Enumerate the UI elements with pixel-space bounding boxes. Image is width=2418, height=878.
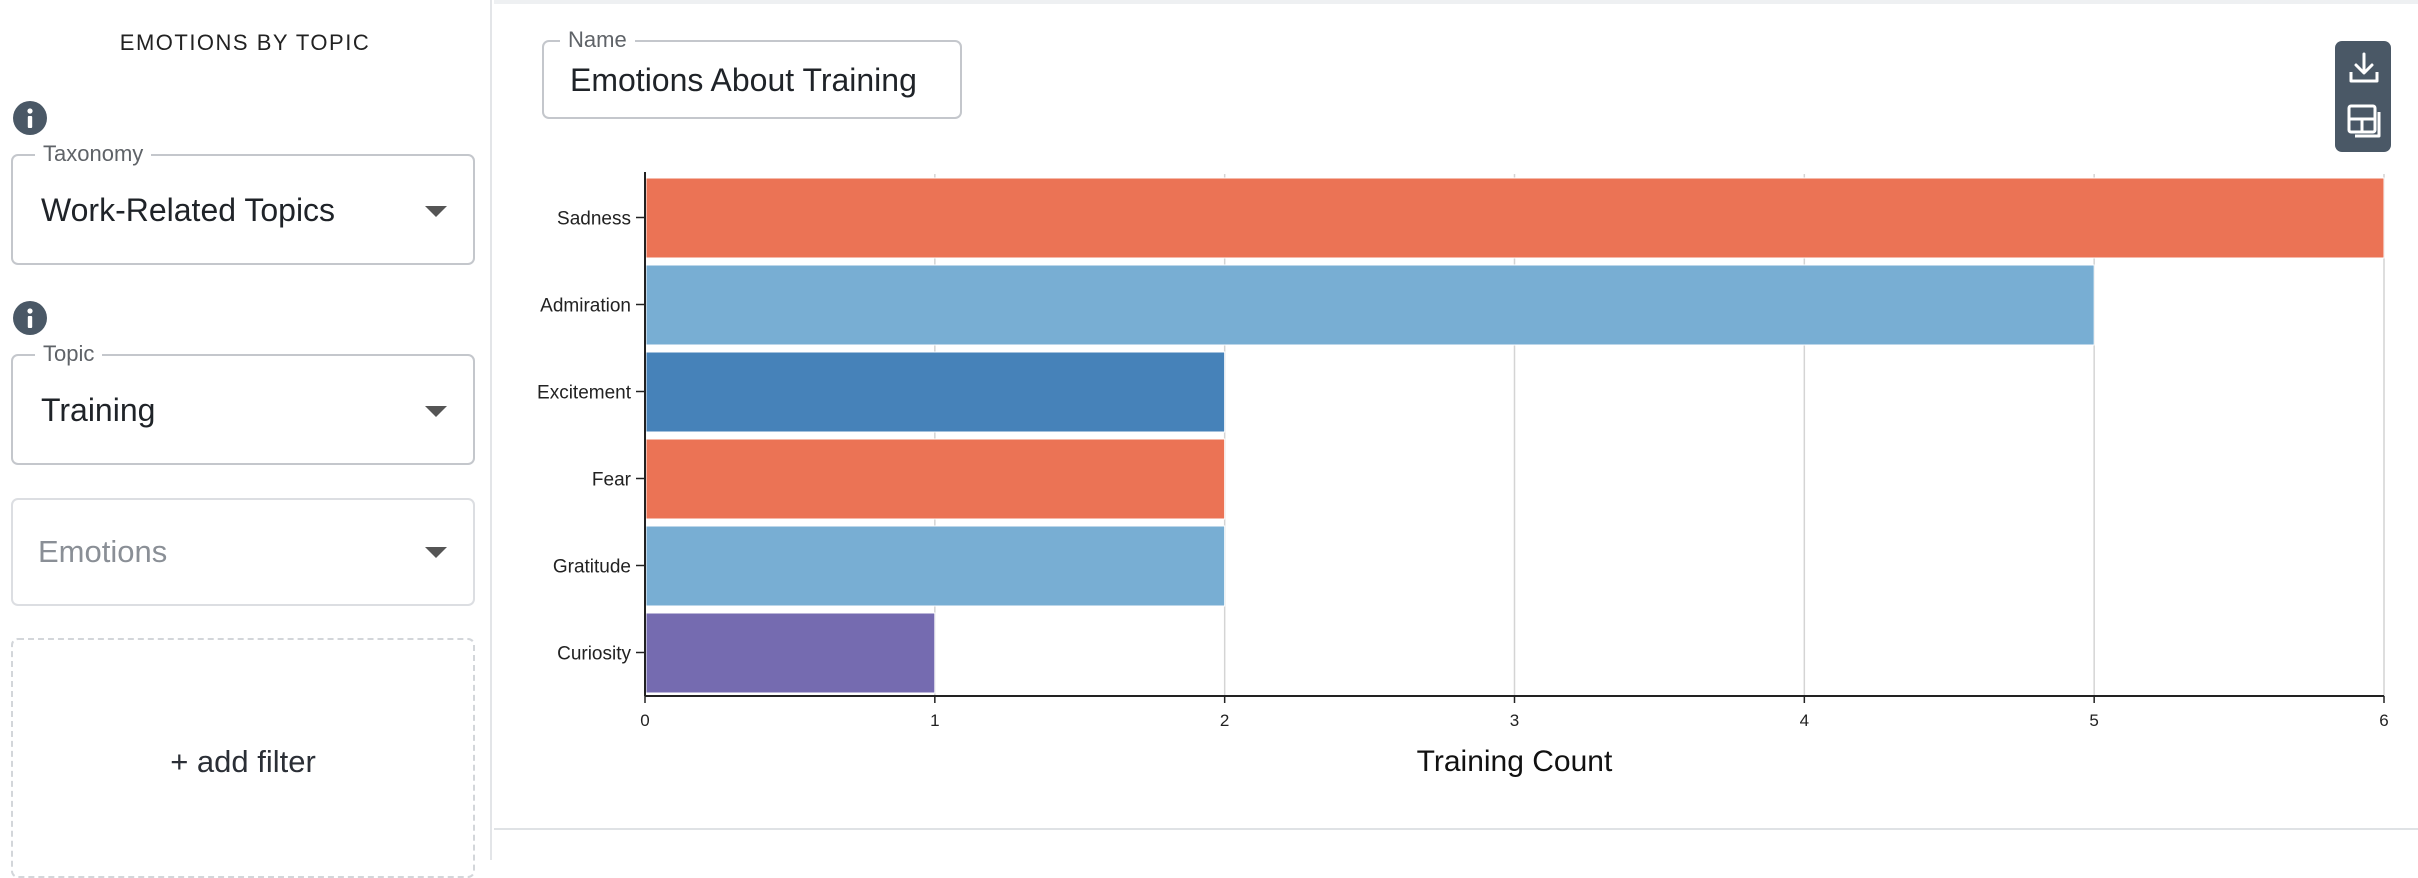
grid: [934, 174, 2385, 696]
x-tick-label: 3: [1510, 711, 1519, 730]
axes: 0 1 2 3 4 5 6 Sadness Admiration Excitement Fear Gr…: [537, 172, 2389, 730]
topic-legend: Topic: [35, 340, 103, 368]
taxonomy-legend: Taxonomy: [35, 140, 152, 168]
top-divider: [494, 0, 2418, 4]
x-tick-label: 5: [2089, 711, 2098, 730]
bar-chart: 0 1 2 3 4 5 6 Sadness Admiration Excitement Fear Gr…: [537, 172, 2389, 778]
chevron-down-icon: [425, 547, 447, 558]
name-legend: Name: [560, 26, 635, 54]
category-label: Fear: [592, 470, 632, 491]
topic-select[interactable]: Topic Training: [11, 340, 475, 465]
emotions-placeholder: Emotions: [38, 534, 168, 569]
add-filter-button[interactable]: + add filter: [11, 638, 475, 878]
x-tick-label: 0: [640, 711, 649, 730]
layout-icon[interactable]: [2346, 103, 2382, 139]
x-tick-label: 6: [2379, 711, 2388, 730]
chevron-down-icon: [425, 406, 447, 417]
emotions-select[interactable]: Emotions: [11, 498, 475, 606]
add-filter-label: + add filter: [170, 744, 316, 779]
taxonomy-select[interactable]: Taxonomy Work-Related Topics: [11, 140, 475, 265]
category-label: Curiosity: [557, 644, 631, 665]
x-tick-label: 4: [1800, 711, 1809, 730]
main-panel: Name Emotions About Training 0 1 2 3 4 5 6 Sadn…: [494, 0, 2418, 860]
chevron-down-icon: [425, 206, 447, 217]
x-tick-label: 1: [930, 711, 939, 730]
bar-fear: [645, 438, 1226, 520]
chart-toolbar: [2335, 41, 2391, 152]
category-label: Admiration: [540, 296, 631, 317]
name-value: Emotions About Training: [570, 62, 917, 98]
taxonomy-value: Work-Related Topics: [41, 192, 336, 228]
x-axis-title: Training Count: [1417, 745, 1613, 778]
bars: [645, 177, 2385, 694]
category-label: Gratitude: [553, 557, 631, 578]
category-label: Excitement: [537, 383, 632, 404]
sidebar: EMOTIONS BY TOPIC Taxonomy Work-Related …: [0, 0, 492, 878]
bar-admiration: [645, 264, 2095, 346]
category-label: Sadness: [557, 209, 631, 230]
bar-excitement: [645, 351, 1226, 433]
bar-gratitude: [645, 525, 1226, 607]
bar-curiosity: [645, 612, 936, 694]
sidebar-title: EMOTIONS BY TOPIC: [119, 30, 371, 55]
info-icon[interactable]: [13, 101, 47, 135]
topic-value: Training: [41, 392, 156, 428]
download-icon[interactable]: [2346, 50, 2382, 86]
name-field[interactable]: Name Emotions About Training: [542, 26, 962, 119]
bottom-divider: [494, 828, 2418, 830]
x-tick-label: 2: [1220, 711, 1229, 730]
bar-sadness: [645, 177, 2385, 259]
info-icon[interactable]: [13, 301, 47, 335]
